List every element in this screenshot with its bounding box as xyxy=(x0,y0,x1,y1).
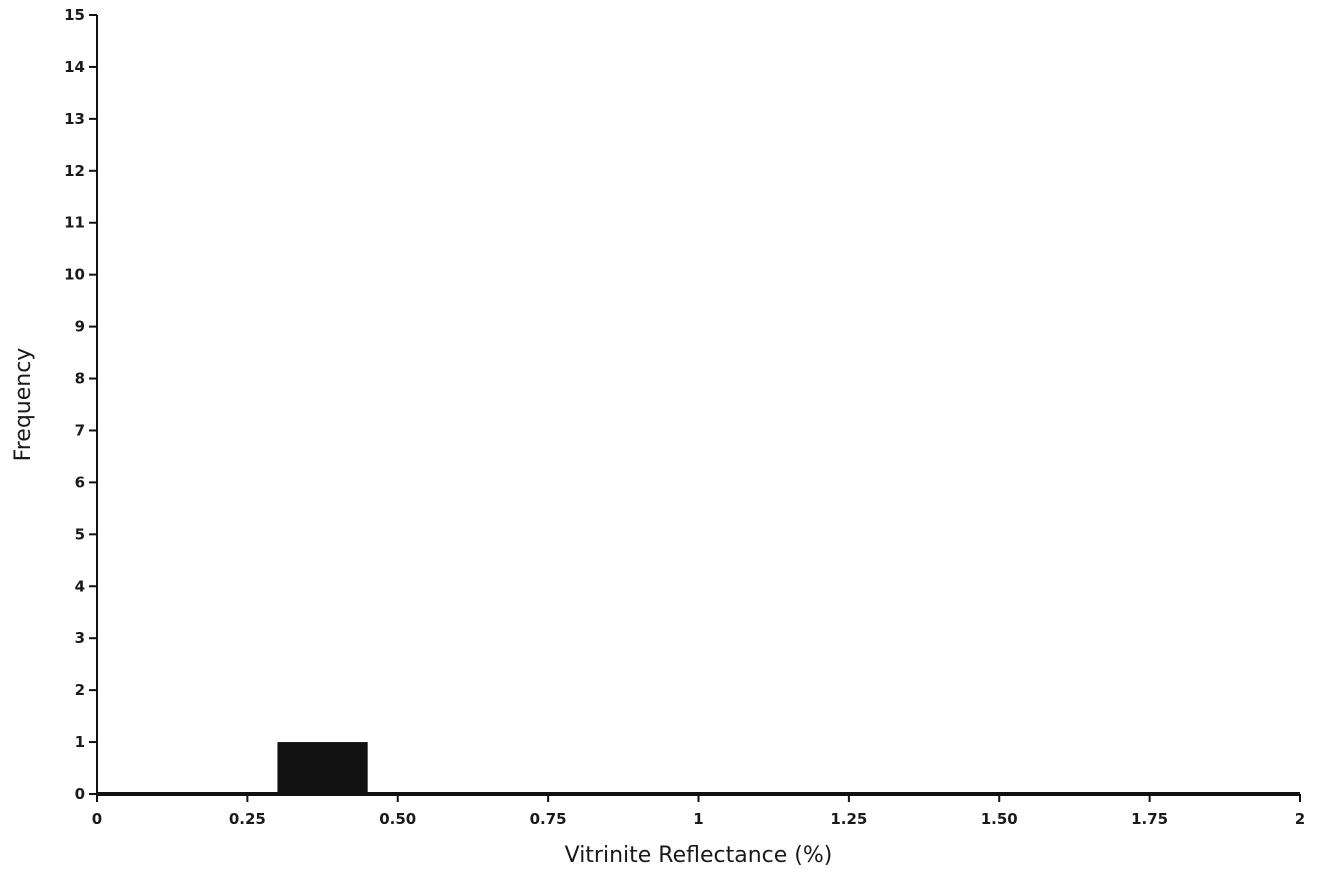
axes-layer xyxy=(96,15,1300,796)
y-tick-label: 5 xyxy=(75,525,85,543)
y-tick-label: 12 xyxy=(64,162,85,180)
y-tick-label: 7 xyxy=(75,421,85,439)
x-tick-label: 2 xyxy=(1295,810,1305,828)
y-tick-label: 0 xyxy=(75,785,85,803)
x-tick-label: 1.75 xyxy=(1131,810,1168,828)
x-tick-label: 1.50 xyxy=(981,810,1018,828)
y-tick-label: 13 xyxy=(64,110,85,128)
x-tick-label: 0.50 xyxy=(379,810,416,828)
x-axis-title: Vitrinite Reflectance (%) xyxy=(565,843,833,868)
bars-layer xyxy=(277,742,368,794)
y-tick-label: 1 xyxy=(75,733,85,751)
y-tick-label: 11 xyxy=(64,214,85,232)
x-tick-label: 0.25 xyxy=(229,810,266,828)
y-tick-label: 9 xyxy=(75,318,85,336)
x-tick-label: 0.75 xyxy=(530,810,567,828)
x-tick-label: 0 xyxy=(92,810,102,828)
y-tick-label: 6 xyxy=(75,473,85,491)
y-tick-label: 3 xyxy=(75,629,85,647)
x-tick-label: 1.25 xyxy=(830,810,867,828)
y-tick-label: 4 xyxy=(75,577,85,595)
y-tick-label: 15 xyxy=(64,6,85,24)
x-tick-label: 1 xyxy=(693,810,703,828)
y-axis-title: Frequency xyxy=(11,348,36,462)
y-tick-label: 10 xyxy=(64,266,85,284)
y-tick-label: 14 xyxy=(64,58,85,76)
histogram-bar xyxy=(277,742,368,794)
y-tick-label: 8 xyxy=(75,370,85,388)
y-tick-label: 2 xyxy=(75,681,85,699)
